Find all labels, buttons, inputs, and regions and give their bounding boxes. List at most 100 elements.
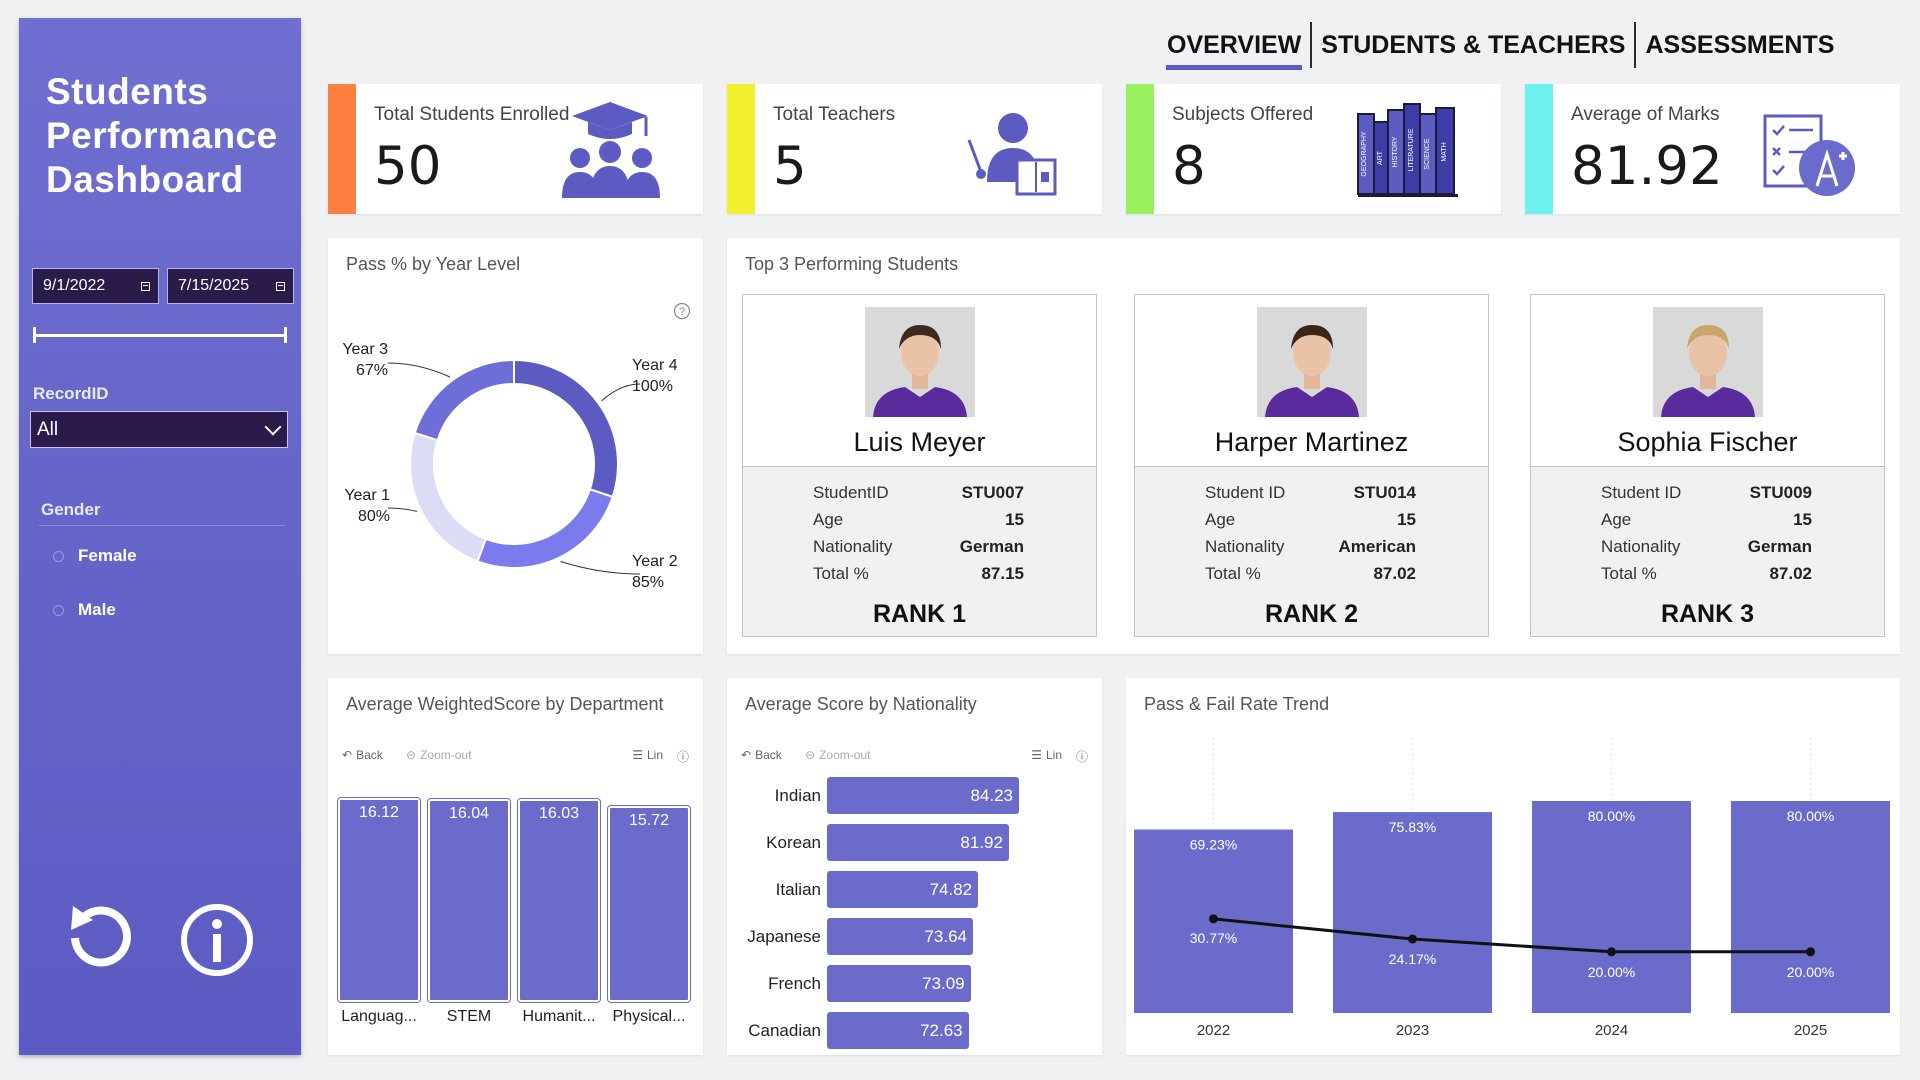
fail-point[interactable]	[1806, 947, 1815, 957]
kpi-label: Subjects Offered	[1172, 104, 1314, 125]
kpi-card-average: Average of Marks 81.92	[1525, 84, 1900, 214]
trend-chart-card: Pass & Fail Rate Trend 69.23% 30.77% 2022 7…	[1126, 678, 1900, 1055]
help-icon[interactable]: ⓘ	[676, 750, 689, 764]
pass-bar[interactable]	[1731, 801, 1890, 1013]
donut-slice[interactable]	[513, 358, 619, 499]
teacher-icon	[967, 113, 1057, 196]
category-label: Korean	[766, 833, 821, 852]
kpi-value: 8	[1172, 136, 1206, 197]
lin-button[interactable]: ☰ Lin	[1031, 748, 1062, 762]
book-spine-label: HISTORY	[1392, 136, 1399, 167]
donut-chart: Year 4 100% Year 2 85% Year 1 80% Year 3 67%	[342, 341, 678, 591]
tab-divider	[1310, 22, 1313, 68]
zoom-out-icon: ⊖	[805, 748, 816, 762]
field-value: 87.02	[1769, 564, 1812, 583]
category-label: Japanese	[747, 927, 821, 946]
recordid-dropdown[interactable]: All	[30, 411, 288, 448]
calendar-icon[interactable]	[141, 281, 150, 291]
category-label: Canadian	[748, 1021, 821, 1040]
bar[interactable]: 73.09	[827, 965, 971, 1002]
list-icon: ☰	[1031, 748, 1042, 762]
end-date-input[interactable]: 7/15/2025	[167, 268, 294, 304]
dashboard-title: Students Performance Dashboard	[46, 70, 278, 202]
start-date-input[interactable]: 9/1/2022	[32, 268, 159, 304]
calendar-icon[interactable]	[276, 281, 285, 291]
bar[interactable]: 16.03	[518, 799, 600, 1002]
field-label: Student ID	[1205, 483, 1286, 502]
slice-label: Year 1	[344, 487, 390, 504]
slider-end-handle[interactable]	[284, 327, 287, 343]
student-details: Student ID STU014 Age 15 Nationality Americ…	[1135, 466, 1488, 636]
zoom-out-icon: ⊖	[406, 748, 417, 762]
chart-toolbar: ↶ Back ⊖ Zoom-out ☰ Lin ⓘ	[342, 748, 689, 766]
donut-slice[interactable]	[413, 358, 515, 442]
back-button[interactable]: ↶ Back	[342, 748, 383, 762]
bar[interactable]: 16.12	[338, 798, 420, 1002]
pass-bar[interactable]	[1532, 801, 1691, 1013]
field-label: Age	[1601, 510, 1632, 529]
bar[interactable]: 81.92	[827, 824, 1009, 861]
fail-line	[1213, 917, 1811, 954]
field-value: STU007	[961, 483, 1024, 502]
zoom-out-label: Zoom-out	[420, 748, 472, 762]
field-value: STU014	[1353, 483, 1416, 502]
fail-point[interactable]	[1209, 914, 1218, 924]
donut-slice[interactable]	[409, 431, 488, 563]
tab-assessments[interactable]: ASSESSMENTS	[1645, 30, 1835, 59]
radio-icon[interactable]	[53, 550, 64, 562]
bar[interactable]: 84.23	[827, 777, 1019, 814]
student-card: Luis Meyer StudentID STU007 Age 15 Nationa…	[742, 294, 1097, 637]
bar[interactable]: 73.64	[827, 918, 974, 955]
slice-label: Year 2	[632, 553, 678, 570]
slider-start-handle[interactable]	[33, 327, 36, 343]
category-label: Italian	[775, 880, 821, 899]
back-icon: ↶	[741, 748, 752, 762]
tab-overview[interactable]: OVERVIEW	[1158, 28, 1310, 70]
category-label: French	[768, 974, 821, 993]
bar[interactable]: 74.82	[827, 871, 979, 908]
field-label: Nationality	[813, 537, 893, 556]
student-nationality-row: Nationality German	[813, 537, 1024, 557]
fail-point[interactable]	[1607, 947, 1616, 957]
student-photo	[864, 307, 975, 417]
chart-toolbar: ↶ Back ⊖ Zoom-out ☰ Lin ⓘ	[741, 748, 1088, 766]
fail-point[interactable]	[1408, 934, 1417, 944]
donut-slice[interactable]	[476, 488, 614, 569]
title-line-1: Students	[46, 71, 209, 112]
zoom-out-button[interactable]: ⊖ Zoom-out	[805, 748, 870, 762]
help-icon[interactable]: ⓘ	[1075, 750, 1088, 764]
field-value: 15	[1793, 510, 1812, 529]
pass-label: 80.00%	[1787, 808, 1834, 824]
gender-option-female[interactable]: Female	[53, 546, 137, 566]
gender-option-male[interactable]: Male	[53, 600, 116, 620]
chart-title: Average WeightedScore by Department	[346, 694, 664, 714]
list-icon: ☰	[632, 748, 643, 762]
lin-label: Lin	[646, 748, 663, 762]
kpi-accent-bar	[1525, 84, 1553, 214]
zoom-out-button[interactable]: ⊖ Zoom-out	[406, 748, 471, 762]
radio-icon[interactable]	[53, 604, 64, 616]
pass-bar[interactable]	[1333, 812, 1492, 1013]
slider-track	[33, 334, 287, 337]
bar[interactable]: 72.63	[827, 1012, 969, 1049]
lin-button[interactable]: ☰ Lin	[632, 748, 663, 762]
field-label: Age	[1205, 510, 1236, 529]
tab-students-teachers[interactable]: STUDENTS & TEACHERS	[1321, 30, 1626, 59]
student-total-row: Total % 87.02	[1601, 564, 1812, 584]
kpi-accent-bar	[1126, 84, 1154, 214]
gender-option-label: Female	[78, 546, 137, 565]
bar[interactable]: 16.04	[428, 799, 510, 1002]
slice-value: 100%	[632, 378, 673, 395]
field-label: Total %	[1205, 564, 1261, 583]
info-icon[interactable]	[179, 902, 255, 978]
bar[interactable]: 15.72	[608, 806, 690, 1002]
date-range-slider[interactable]	[33, 327, 287, 343]
student-nationality-row: Nationality American	[1205, 537, 1416, 557]
test-icon	[1763, 114, 1855, 196]
help-icon[interactable]: ?	[673, 302, 691, 320]
back-button[interactable]: ↶ Back	[741, 748, 782, 762]
reset-icon[interactable]	[59, 898, 139, 978]
leader-line	[560, 561, 641, 575]
divider	[39, 525, 285, 526]
field-label: Nationality	[1601, 537, 1681, 556]
